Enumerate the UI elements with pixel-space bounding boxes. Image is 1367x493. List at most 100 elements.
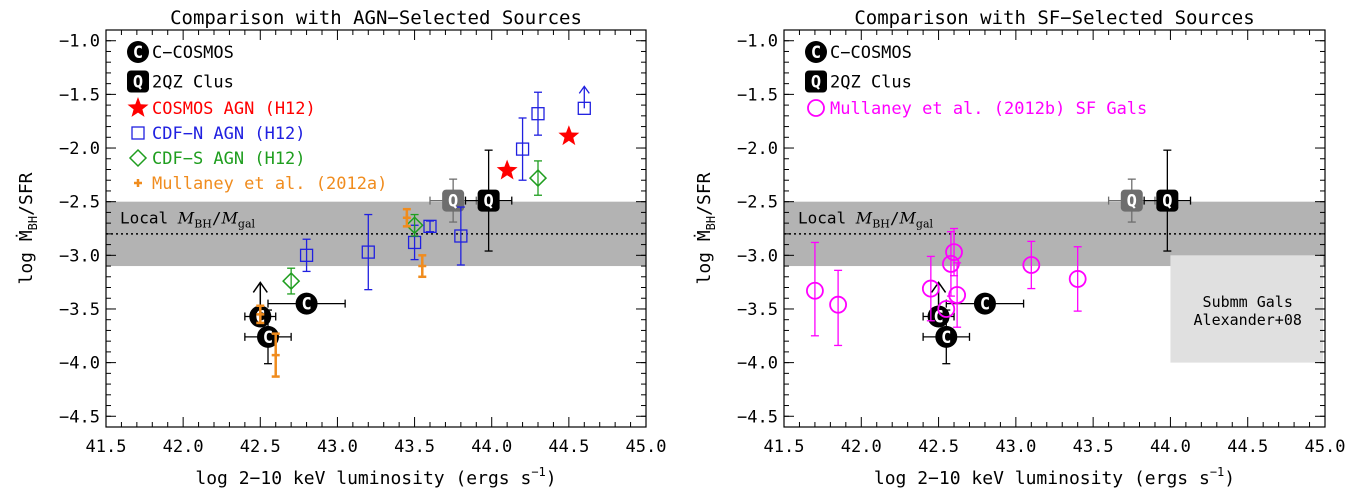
- plus-marker: [418, 262, 427, 271]
- limit-arrow-head: [578, 85, 590, 94]
- chart-title: Comparison with SF−Selected Sources: [854, 7, 1254, 29]
- x-tick-label: 41.5: [86, 437, 127, 457]
- diamond-marker: [528, 169, 548, 188]
- band-label: Local MBH/Mgal: [120, 209, 256, 231]
- x-tick-label: 45.0: [1305, 437, 1346, 457]
- q-letter: Q: [1127, 192, 1137, 212]
- qclus-marker: [477, 189, 500, 212]
- circle-marker: [1022, 256, 1041, 274]
- c-letter: C: [811, 43, 821, 63]
- c-cosmos-marker: [935, 325, 958, 348]
- qclus-marker: [442, 189, 465, 212]
- circle-marker: [807, 99, 825, 117]
- qclus-marker: [1120, 189, 1143, 212]
- legend-label: Mullaney et al. (2012b) SF Gals: [830, 99, 1147, 119]
- y-axis-label: log ṀBH/SFR: [694, 172, 718, 284]
- limit-arrow-head: [252, 281, 268, 293]
- c-letter: C: [133, 43, 143, 63]
- x-axis-label-end: ): [1224, 468, 1235, 489]
- y-axis-label-end: /SFR: [16, 172, 37, 216]
- band-label-part: BH: [872, 218, 890, 231]
- c-letter: C: [941, 328, 951, 348]
- x-tick-label: 41.5: [764, 437, 805, 457]
- chart-title: Comparison with AGN−Selected Sources: [170, 7, 582, 29]
- y-tick-label: −1.0: [737, 32, 778, 52]
- square-marker: [515, 142, 530, 156]
- band-label: Local MBH/Mgal: [798, 209, 934, 231]
- c-letter: C: [933, 307, 943, 327]
- x-axis-label-sup: −1: [531, 465, 545, 479]
- square-marker: [423, 219, 437, 234]
- y-tick-label: −1.5: [59, 85, 100, 105]
- qclus-marker: [805, 70, 827, 93]
- band-label-part: Local: [798, 209, 856, 228]
- c-cosmos-marker: [127, 41, 149, 63]
- legend-label: C−COSMOS: [830, 43, 912, 63]
- c-letter: C: [301, 295, 311, 315]
- circle-marker: [948, 286, 967, 304]
- circle-marker: [829, 295, 847, 314]
- x-axis-label-sup: −1: [1210, 465, 1224, 479]
- limit-arrow-head: [930, 281, 947, 293]
- x-tick-label: 42.0: [163, 437, 204, 457]
- c-cosmos-marker: [805, 41, 827, 63]
- y-tick-label: −4.0: [737, 354, 778, 374]
- y-tick-label: −3.0: [737, 246, 778, 266]
- qclus-marker: [127, 70, 149, 93]
- band-label-part: M: [177, 209, 195, 228]
- band-label-part: gal: [916, 218, 934, 231]
- y-axis-label-sub: BH: [704, 216, 718, 230]
- submm-label-1: Submm Gals: [1203, 293, 1293, 311]
- y-axis-label-main: log Ṁ: [694, 230, 715, 284]
- diamond-marker: [405, 216, 424, 235]
- y-tick-label: −3.0: [59, 246, 100, 266]
- legend-label: 2QZ Clus: [152, 73, 234, 93]
- diamond-marker: [128, 148, 148, 168]
- legend-label: CDF−N AGN (H12): [152, 124, 306, 144]
- plot-frame: [783, 29, 1326, 428]
- diamond-marker: [282, 272, 301, 291]
- square-marker: [577, 101, 591, 115]
- band-label-part: BH: [194, 218, 212, 231]
- band-label-part: Local: [120, 209, 178, 228]
- legend-label: C−COSMOS: [152, 43, 234, 63]
- y-axis-label-end: /SFR: [694, 172, 715, 216]
- legend-label: 2QZ Clus: [830, 73, 912, 93]
- y-axis-label-sub: BH: [26, 216, 40, 230]
- c-letter: C: [980, 295, 990, 315]
- x-tick-label: 44.0: [471, 437, 512, 457]
- x-tick-label: 43.5: [1073, 437, 1114, 457]
- q-letter: Q: [448, 192, 458, 212]
- x-tick-label: 43.5: [394, 437, 435, 457]
- circle-marker: [942, 255, 960, 273]
- x-axis-label-end: ): [546, 468, 557, 489]
- band-label-part: M: [899, 209, 917, 228]
- y-tick-label: −1.5: [737, 85, 778, 105]
- x-tick-label: 42.5: [918, 437, 959, 457]
- legend-label: CDF−S AGN (H12): [152, 149, 306, 169]
- y-tick-label: −2.5: [59, 193, 100, 213]
- y-tick-label: −4.0: [59, 354, 100, 374]
- band-label-part: M: [855, 209, 873, 228]
- submm-gals-region: [1170, 255, 1323, 363]
- y-tick-label: −4.5: [59, 407, 100, 427]
- square-marker: [299, 248, 314, 262]
- q-letter: Q: [811, 73, 821, 93]
- c-cosmos-marker: [973, 292, 996, 315]
- x-axis-label-main: log 2−10 keV luminosity (ergs s: [195, 468, 531, 489]
- circle-marker: [945, 243, 963, 262]
- x-tick-label: 43.0: [317, 437, 358, 457]
- band-label-part: gal: [238, 218, 256, 231]
- circle-marker: [1068, 270, 1087, 288]
- submm-label-2: Alexander+08: [1194, 311, 1302, 329]
- square-marker: [531, 107, 545, 121]
- star-marker: [496, 159, 518, 180]
- band-label-part: /: [890, 209, 900, 228]
- x-tick-label: 43.0: [995, 437, 1036, 457]
- y-tick-label: −1.0: [59, 32, 100, 52]
- y-tick-label: −2.0: [59, 139, 100, 159]
- c-letter: C: [263, 328, 273, 348]
- legend-label: COSMOS AGN (H12): [152, 99, 316, 119]
